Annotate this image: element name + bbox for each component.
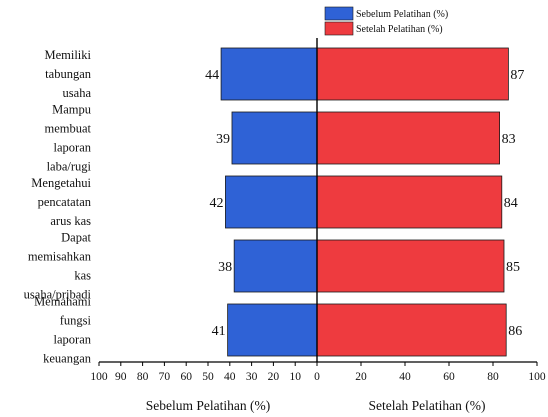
right-tick-label: 40 [399, 371, 411, 383]
left-tick-label: 60 [180, 371, 192, 383]
left-tick-label: 90 [115, 371, 127, 383]
bar-before-3 [225, 175, 318, 229]
left-tick-label: 80 [137, 371, 149, 383]
bar-before-2 [231, 111, 318, 165]
category-label-line: fungsi [60, 314, 92, 328]
right-tick-label: 20 [355, 371, 367, 383]
left-tick-label: 0 [314, 371, 320, 383]
value-label-before-3: 42 [209, 196, 223, 211]
value-label-after-3: 84 [504, 196, 518, 211]
bar-after-3 [316, 175, 503, 229]
category-label-line: Memiliki [44, 48, 91, 62]
left-tick-label: 40 [224, 371, 236, 383]
value-label-after-2: 83 [502, 132, 516, 147]
category-label-line: laporan [54, 141, 92, 155]
value-label-before-4: 38 [218, 260, 232, 275]
category-label-line: kas [74, 269, 91, 283]
category-label-line: Memahami [34, 295, 91, 309]
right-tick-label: 60 [443, 371, 455, 383]
right-tick-label: 100 [528, 371, 546, 383]
bar-after-5 [316, 303, 507, 357]
value-label-before-5: 41 [212, 324, 226, 339]
value-label-after-4: 85 [506, 260, 520, 275]
left-tick-label: 20 [268, 371, 280, 383]
category-label-line: memisahkan [28, 250, 92, 264]
legend-swatch-2 [324, 21, 354, 36]
category-label-line: Dapat [61, 231, 91, 245]
category-label-3: Mengetahui pencatatan arus kas [31, 176, 91, 228]
category-label-line: Mengetahui [31, 176, 91, 190]
category-label-line: usaha/pribadi [24, 288, 92, 302]
legend-swatch-1 [324, 6, 354, 21]
bars-group [220, 47, 509, 357]
right-axis-title: Setelah Pelatihan (%) [369, 398, 486, 413]
bar-after-1 [316, 47, 509, 101]
category-label-line: tabungan [45, 67, 92, 81]
category-label-4: Dapat memisahkan kas usaha/pribadi [24, 231, 92, 302]
left-tick-label: 50 [202, 371, 214, 383]
category-label-line: membuat [44, 122, 91, 136]
legend-label-1: Sebelum Pelatihan (%) [356, 9, 448, 20]
value-label-before-2: 39 [216, 132, 230, 147]
category-label-1: Memiliki tabungan usaha [44, 48, 91, 100]
bar-after-4 [316, 239, 505, 293]
value-label-after-5: 86 [508, 324, 522, 339]
legend-label-2: Setelah Pelatihan (%) [356, 24, 443, 35]
category-labels-group: Memiliki tabungan usaha Mampu membuat laporan… [24, 48, 92, 366]
category-label-line: Mampu [52, 103, 92, 117]
left-tick-label: 10 [289, 371, 301, 383]
right-tick-label: 80 [487, 371, 499, 383]
bar-before-4 [233, 239, 318, 293]
value-label-before-1: 44 [205, 68, 219, 83]
left-tick-label: 100 [90, 371, 108, 383]
category-label-line: arus kas [50, 214, 91, 228]
category-label-5: Memahami fungsi laporan keuangan [34, 295, 92, 366]
category-label-line: usaha [63, 86, 92, 100]
bar-after-2 [316, 111, 501, 165]
axes-group: 100 90 80 70 60 50 40 30 20 10 0 20 40 60 80 100Sebelum… [90, 38, 546, 413]
value-labels-group: 44 87 39 83 42 84 38 85 41 86 [205, 68, 524, 339]
bar-before-5 [227, 303, 318, 357]
value-label-after-1: 87 [510, 68, 524, 83]
category-label-2: Mampu membuat laporan laba/rugi [44, 103, 91, 174]
left-axis-title: Sebelum Pelatihan (%) [146, 398, 270, 413]
chart-legend: Sebelum Pelatihan (%) Setelah Pelatihan (… [324, 6, 448, 36]
left-tick-label: 70 [159, 371, 171, 383]
category-label-line: laporan [54, 333, 92, 347]
category-label-line: laba/rugi [47, 160, 92, 174]
left-tick-label: 30 [246, 371, 258, 383]
category-label-line: keuangan [43, 352, 92, 366]
category-label-line: pencatatan [38, 195, 92, 209]
bar-before-1 [220, 47, 318, 101]
